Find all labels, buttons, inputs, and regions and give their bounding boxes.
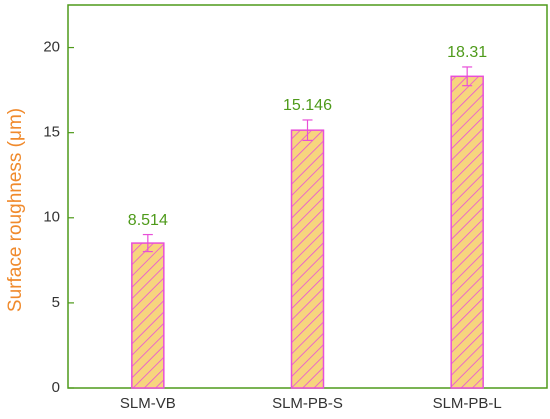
value-label: 15.146 — [283, 97, 332, 114]
bar — [290, 129, 325, 389]
y-tick-label: 20 — [43, 39, 60, 56]
error-bar — [302, 119, 313, 141]
y-tick-label: 0 — [52, 379, 60, 396]
x-tick-label: SLM-PB-S — [272, 395, 343, 412]
value-label: 18.31 — [447, 44, 487, 61]
y-tick-label: 5 — [52, 294, 60, 311]
bar — [131, 242, 165, 389]
error-bar — [462, 66, 473, 87]
bar — [450, 75, 484, 389]
x-tick-label: SLM-PB-L — [433, 395, 502, 412]
y-tick-label: 15 — [43, 124, 60, 141]
y-tick-label: 10 — [43, 209, 60, 226]
value-label: 8.514 — [128, 212, 168, 229]
x-tick-label: SLM-VB — [120, 395, 176, 412]
y-axis-label: Surface roughness (μm) — [5, 108, 26, 312]
error-bar — [142, 233, 153, 253]
